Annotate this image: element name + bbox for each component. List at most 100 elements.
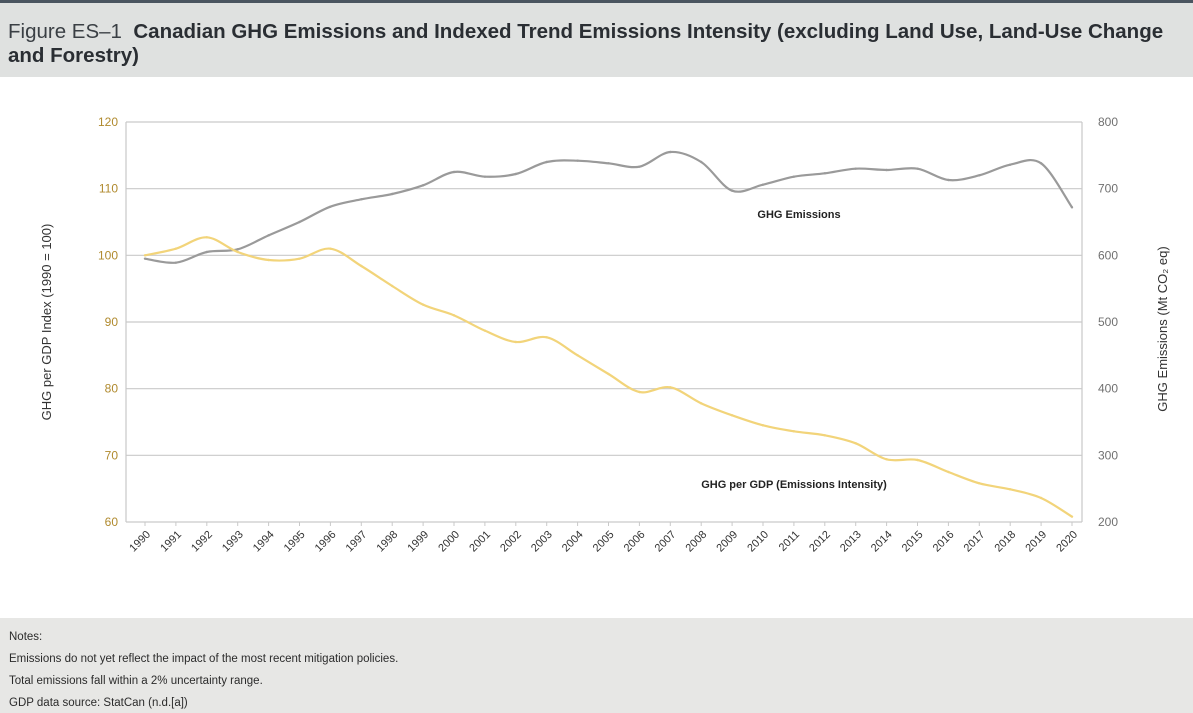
data-point-intensity — [669, 386, 672, 389]
data-point-intensity — [916, 458, 919, 462]
data-point-emissions — [205, 250, 208, 254]
figure-title: Canadian GHG Emissions and Indexed Trend… — [133, 20, 1164, 43]
x-tick-label: 1998 — [375, 529, 401, 555]
note-line: GDP data source: StatCan (n.d.[a]) — [9, 697, 188, 709]
right-tick-label: 700 — [1098, 182, 1118, 196]
left-axis-label: GHG per GDP Index (1990 = 100) — [39, 224, 54, 421]
x-tick-label: 2005 — [591, 529, 617, 555]
left-tick-label: 70 — [105, 448, 119, 462]
series-label-emissions: GHG Emissions — [757, 209, 840, 221]
data-point-intensity — [1039, 496, 1043, 500]
right-tick-label: 300 — [1098, 448, 1118, 462]
data-point-intensity — [576, 354, 579, 357]
data-point-emissions — [236, 248, 239, 251]
x-tick-label: 1991 — [158, 529, 184, 555]
figure-header: Figure ES–1 Canadian GHG Emissions and I… — [0, 3, 1193, 77]
data-point-emissions — [761, 183, 765, 186]
data-point-intensity — [143, 254, 147, 257]
right-axis-ticks: 200 300 400 500 600 700 800 — [1098, 115, 1118, 529]
data-point-emissions — [143, 257, 147, 260]
left-tick-label: 110 — [99, 182, 118, 196]
data-point-intensity — [1009, 488, 1012, 491]
figure-label: Figure ES–1 — [8, 20, 122, 43]
data-point-intensity — [452, 314, 456, 317]
x-tick-label: 1993 — [220, 529, 246, 555]
data-point-intensity — [730, 414, 734, 417]
figure-title-line-2: and Forestry) — [8, 44, 139, 67]
data-point-intensity — [854, 442, 857, 445]
x-tick-label: 2001 — [467, 529, 493, 555]
data-point-emissions — [730, 189, 734, 192]
right-tick-label: 600 — [1098, 248, 1118, 262]
data-point-intensity — [700, 402, 703, 405]
data-point-emissions — [360, 198, 363, 201]
x-tick-label: 2011 — [777, 529, 802, 554]
x-tick-label: 2013 — [838, 529, 864, 555]
data-point-emissions — [885, 168, 888, 172]
x-tick-label: 2004 — [560, 529, 586, 555]
right-tick-label: 400 — [1098, 382, 1118, 396]
note-line: Total emissions fall within a 2% uncerta… — [9, 675, 263, 687]
x-tick-label: 2000 — [436, 529, 462, 555]
data-point-emissions — [329, 205, 332, 208]
series-label-intensity: GHG per GDP (Emissions Intensity) — [701, 479, 887, 491]
data-point-intensity — [236, 250, 239, 254]
data-point-emissions — [514, 172, 517, 176]
left-tick-label: 100 — [98, 248, 118, 262]
data-point-intensity — [514, 340, 517, 344]
data-point-emissions — [545, 160, 548, 164]
data-point-intensity — [545, 336, 548, 339]
right-axis-label: GHG Emissions (Mt CO₂ eq) — [1155, 246, 1170, 411]
data-point-intensity — [421, 303, 425, 306]
left-tick-label: 90 — [105, 315, 119, 329]
data-point-emissions — [854, 167, 857, 170]
data-point-intensity — [298, 257, 301, 260]
x-axis-ticks: 1990 1991 1992 1993 1994 1995 1996 1997 1998 1999… — [127, 522, 1080, 554]
left-tick-label: 80 — [105, 382, 119, 396]
data-point-emissions — [267, 234, 270, 237]
data-point-emissions — [638, 165, 641, 168]
data-point-intensity — [205, 236, 208, 239]
x-tick-label: 1995 — [282, 529, 308, 555]
data-point-emissions — [792, 175, 796, 178]
x-tick-label: 2017 — [962, 529, 988, 555]
notes-panel: Notes: Emissions do not yet reflect the … — [0, 618, 1193, 713]
data-point-emissions — [607, 162, 610, 165]
data-point-intensity — [978, 482, 981, 485]
series-line-emissions — [144, 150, 1073, 264]
x-tick-label: 2010 — [745, 529, 771, 555]
gridlines — [125, 121, 1083, 523]
data-point-emissions — [700, 160, 703, 164]
data-point-intensity — [792, 430, 796, 433]
data-point-intensity — [483, 329, 487, 332]
data-point-intensity — [174, 247, 178, 250]
data-point-emissions — [1009, 163, 1012, 166]
x-tick-label: 2009 — [714, 529, 740, 555]
data-point-emissions — [421, 184, 425, 187]
data-point-emissions — [916, 167, 919, 170]
data-point-emissions — [978, 174, 981, 177]
left-tick-label: 120 — [98, 115, 118, 129]
x-tick-label: 2008 — [684, 529, 710, 555]
x-tick-label: 2016 — [931, 529, 957, 555]
data-point-emissions — [1070, 206, 1074, 209]
x-tick-label: 2018 — [993, 529, 1019, 555]
data-point-intensity — [1070, 515, 1074, 518]
x-tick-label: 2006 — [622, 529, 648, 555]
left-tick-label: 60 — [105, 515, 119, 529]
data-point-intensity — [885, 458, 888, 461]
data-point-emissions — [576, 159, 579, 162]
notes-heading: Notes: — [9, 631, 43, 643]
data-point-emissions — [669, 150, 672, 154]
x-tick-label: 1997 — [344, 529, 370, 555]
x-tick-label: 2007 — [653, 529, 679, 555]
x-tick-label: 2014 — [869, 529, 895, 555]
data-point-emissions — [483, 175, 487, 178]
data-point-intensity — [638, 390, 641, 394]
data-point-emissions — [947, 178, 950, 182]
right-tick-label: 500 — [1098, 315, 1118, 329]
data-point-intensity — [607, 372, 610, 376]
data-point-intensity — [360, 264, 363, 268]
x-tick-label: 2003 — [529, 529, 555, 555]
x-tick-label: 2002 — [498, 529, 524, 555]
